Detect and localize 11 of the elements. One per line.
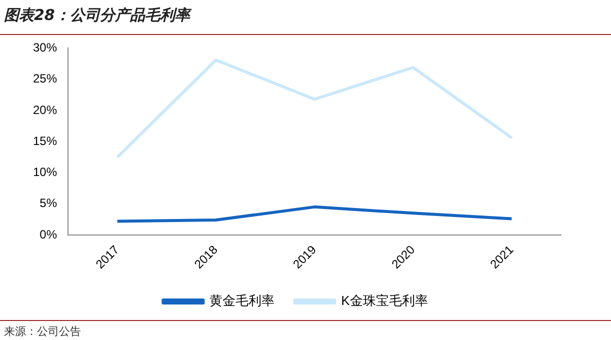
y-tick-label: 0%	[40, 227, 58, 242]
legend-label: K金珠宝毛利率	[341, 293, 428, 308]
chart-title: 图表28：公司分产品毛利率	[4, 6, 190, 25]
y-tick-label: 10%	[32, 165, 58, 180]
y-tick-label: 30%	[32, 40, 58, 55]
y-tick-label: 15%	[32, 134, 58, 148]
legend-label: 黄金毛利率	[210, 293, 275, 308]
source-note: 来源：公司公告	[4, 324, 81, 339]
y-tick-label: 5%	[40, 196, 58, 210]
y-tick-label: 25%	[32, 72, 58, 86]
y-tick-label: 20%	[32, 102, 58, 117]
